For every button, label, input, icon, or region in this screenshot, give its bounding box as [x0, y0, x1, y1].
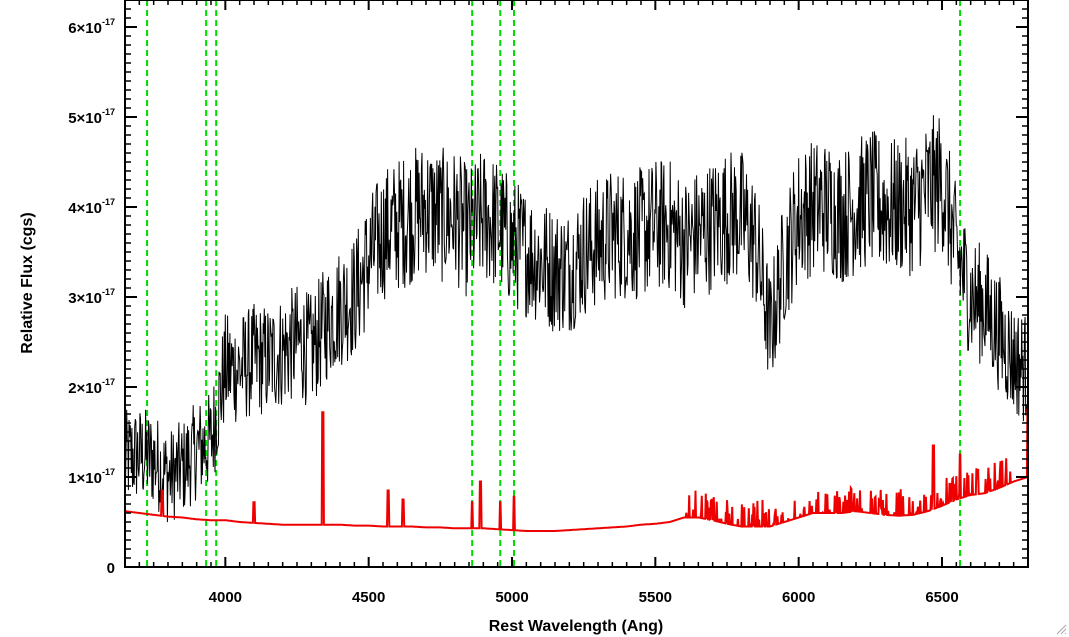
observed-spectrum-series: [125, 115, 1028, 523]
observed-spectrum-line: [125, 115, 1028, 523]
x-axis-label: Rest Wavelength (Ang): [489, 618, 664, 635]
x-tick-label: 4500: [352, 589, 385, 606]
y-axis-ticks: 01×10-172×10-173×10-174×10-175×10-176×10…: [68, 0, 1028, 577]
x-axis-ticks: 4000 4500 5000 5500 6000 6500: [124, 0, 1029, 606]
model-spectrum-series: [125, 408, 1028, 532]
y-axis-label: Relative Flux (cgs): [19, 212, 36, 353]
emission-line-markers: [146, 0, 962, 567]
x-tick-label: 6500: [925, 589, 958, 606]
x-tick-label: 6000: [782, 589, 815, 606]
plot-frame: [124, 0, 1029, 568]
x-tick-label: 5500: [639, 589, 672, 606]
x-tick-label: 4000: [209, 589, 242, 606]
resize-grip-icon[interactable]: [1055, 623, 1067, 635]
y-tick-label: 0: [107, 560, 115, 577]
x-tick-label: 5000: [495, 589, 528, 606]
model-spectrum-line: [125, 408, 1028, 532]
